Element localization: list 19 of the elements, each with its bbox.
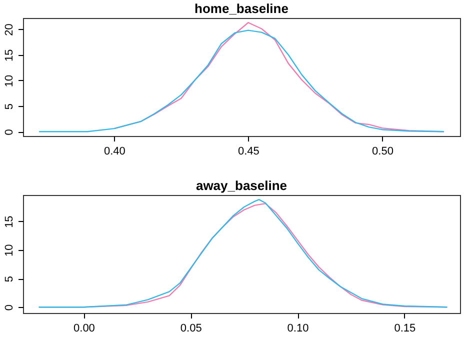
chart-title: home_baseline <box>194 1 288 16</box>
y-tick-label: 0 <box>4 129 16 136</box>
y-tick-label: 10 <box>4 74 16 88</box>
y-tick-label: 5 <box>4 103 16 110</box>
chart-title: away_baseline <box>196 178 288 193</box>
x-tick-label: 0.00 <box>74 322 95 334</box>
y-tick-label: 15 <box>4 49 16 62</box>
x-tick-label: 0.45 <box>238 146 260 158</box>
y-tick-label: 5 <box>4 276 16 282</box>
x-tick-label: 0.10 <box>287 322 309 334</box>
x-tick-label: 0.05 <box>180 322 202 334</box>
y-tick-label: 15 <box>4 216 16 228</box>
x-tick-label: 0.15 <box>394 322 416 334</box>
y-tick-label: 20 <box>4 24 16 36</box>
y-tick-label: 0 <box>4 304 16 311</box>
x-tick-label: 0.50 <box>372 146 394 158</box>
line-series <box>38 30 445 132</box>
x-tick-label: 0.40 <box>104 146 126 158</box>
y-tick-label: 10 <box>4 244 16 257</box>
